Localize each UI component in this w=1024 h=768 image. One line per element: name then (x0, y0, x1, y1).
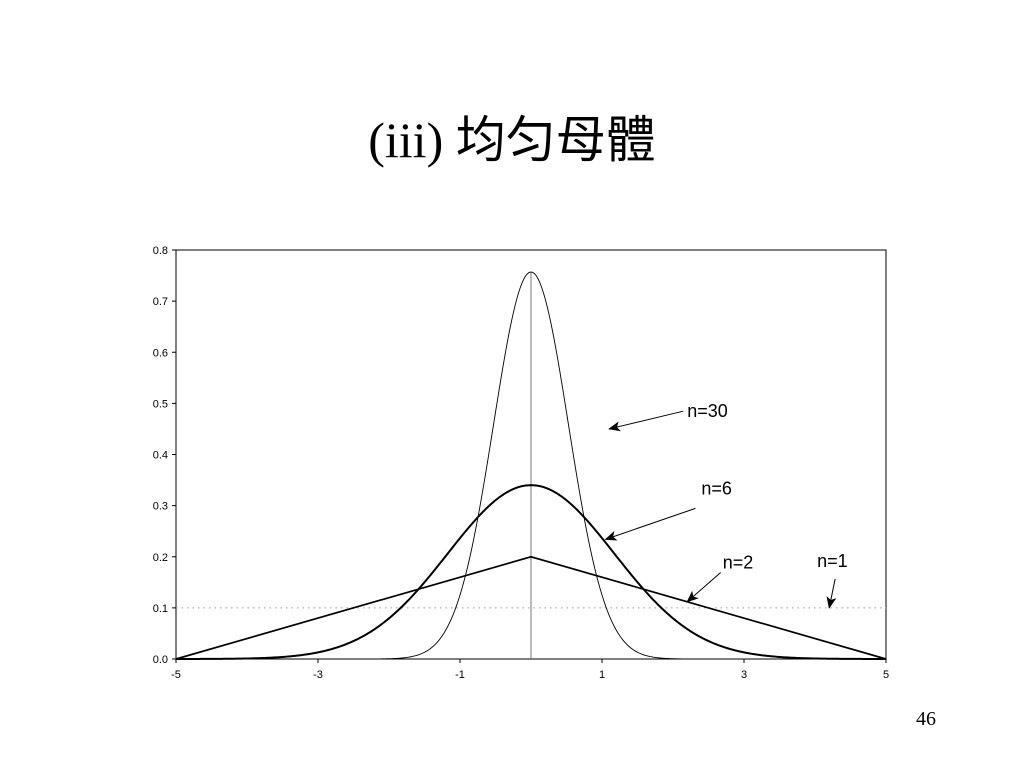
slide-title: (iii) 均匀母體 (368, 112, 656, 168)
y-tick-label: 0.3 (153, 501, 168, 513)
x-tick-label: -3 (313, 669, 323, 681)
y-tick-label: 0.1 (153, 603, 168, 615)
y-tick-label: 0.6 (153, 347, 168, 359)
page-number: 46 (916, 708, 936, 730)
annotation-label-n-6: n=6 (701, 478, 732, 498)
x-tick-label: 1 (599, 669, 605, 681)
x-tick-label: -5 (171, 669, 181, 681)
y-tick-label: 0.2 (153, 552, 168, 564)
y-tick-label: 0.8 (153, 245, 168, 257)
x-tick-label: 3 (741, 669, 747, 681)
x-tick-label: -1 (455, 669, 465, 681)
series-n-2-line (175, 555, 887, 660)
y-tick-label: 0.5 (153, 398, 168, 410)
annotation-arrow-n-2 (686, 572, 722, 603)
annotation-arrow-n-1 (826, 578, 837, 609)
y-tick-label: 0.7 (153, 296, 168, 308)
series-n-6-line (176, 484, 886, 660)
annotation-label-n-2: n=2 (723, 553, 754, 573)
annotation-arrow-n-6 (604, 507, 696, 541)
y-tick-label: 0.4 (153, 450, 168, 462)
x-tick-label: 5 (883, 669, 889, 681)
annotation-label-n-30: n=30 (687, 401, 728, 421)
annotation-arrow-n-30 (608, 410, 684, 432)
y-tick-label: 0.0 (153, 654, 168, 666)
annotation-label-n-1: n=1 (817, 551, 848, 571)
series-n-30-line (176, 271, 886, 660)
